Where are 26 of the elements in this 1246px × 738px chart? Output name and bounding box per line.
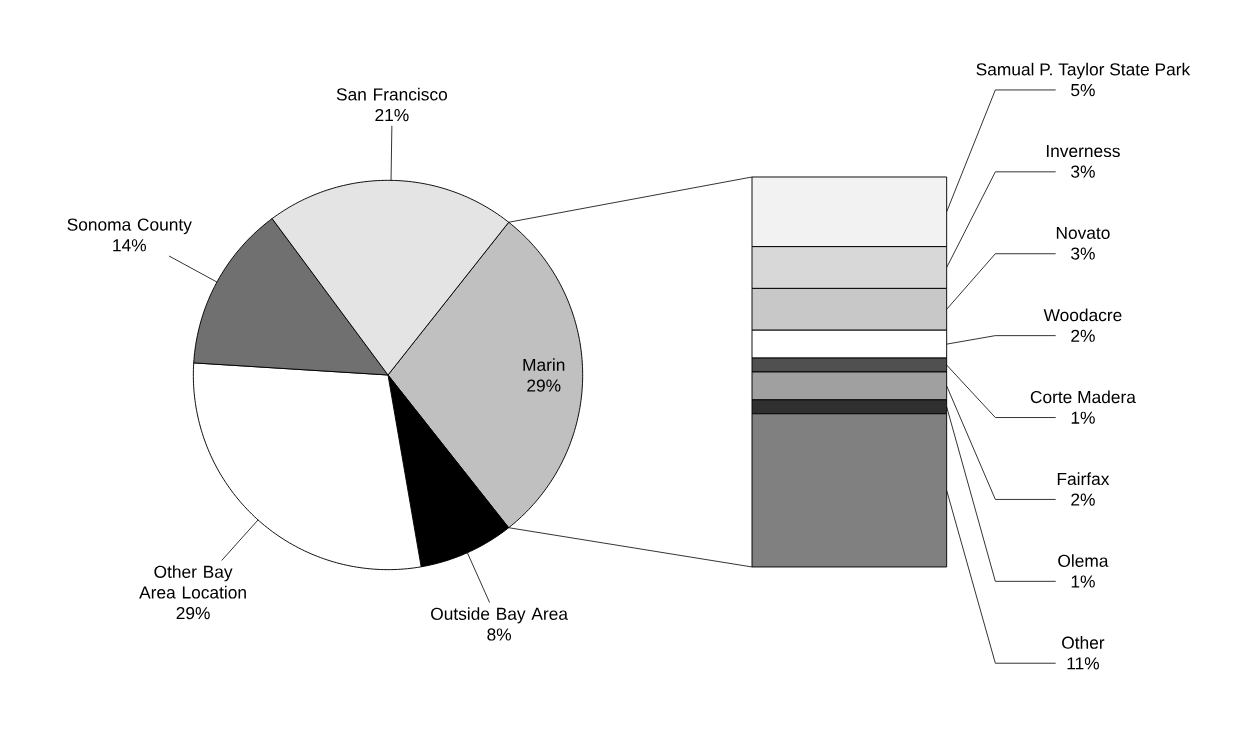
slice-label: Outside Bay Area — [431, 607, 568, 624]
data-label: 21% — [375, 108, 409, 122]
data-label: 5% — [1071, 84, 1095, 97]
slice-label: Marin — [523, 358, 565, 372]
slice-label: Sonoma County — [67, 218, 192, 235]
text: Corte Madera — [1030, 390, 1136, 404]
slice-label: Other Bay Area Location — [139, 565, 246, 599]
data-label: 14% — [113, 239, 147, 252]
text: Novato — [1056, 226, 1110, 239]
text: Fairfax — [1057, 472, 1110, 486]
data-label: 29% — [176, 607, 210, 620]
data-label: 11% — [1067, 657, 1100, 670]
text: Woodacre — [1043, 308, 1122, 322]
text: Olema — [1058, 554, 1109, 567]
data-label: 3% — [1071, 165, 1095, 178]
data-label: 2% — [1071, 329, 1095, 342]
text: Other — [1062, 636, 1105, 649]
data-label: 1% — [1071, 411, 1095, 424]
data-label: 2% — [1071, 493, 1095, 506]
slice-label: San Francisco — [336, 87, 447, 101]
data-label: 3% — [1071, 247, 1095, 260]
text: Samual P. Taylor State Park — [976, 62, 1191, 79]
data-label: 8% — [487, 628, 512, 641]
data-label: 29% — [527, 379, 561, 392]
text: Inverness — [1046, 145, 1120, 158]
data-label: 1% — [1071, 575, 1095, 588]
